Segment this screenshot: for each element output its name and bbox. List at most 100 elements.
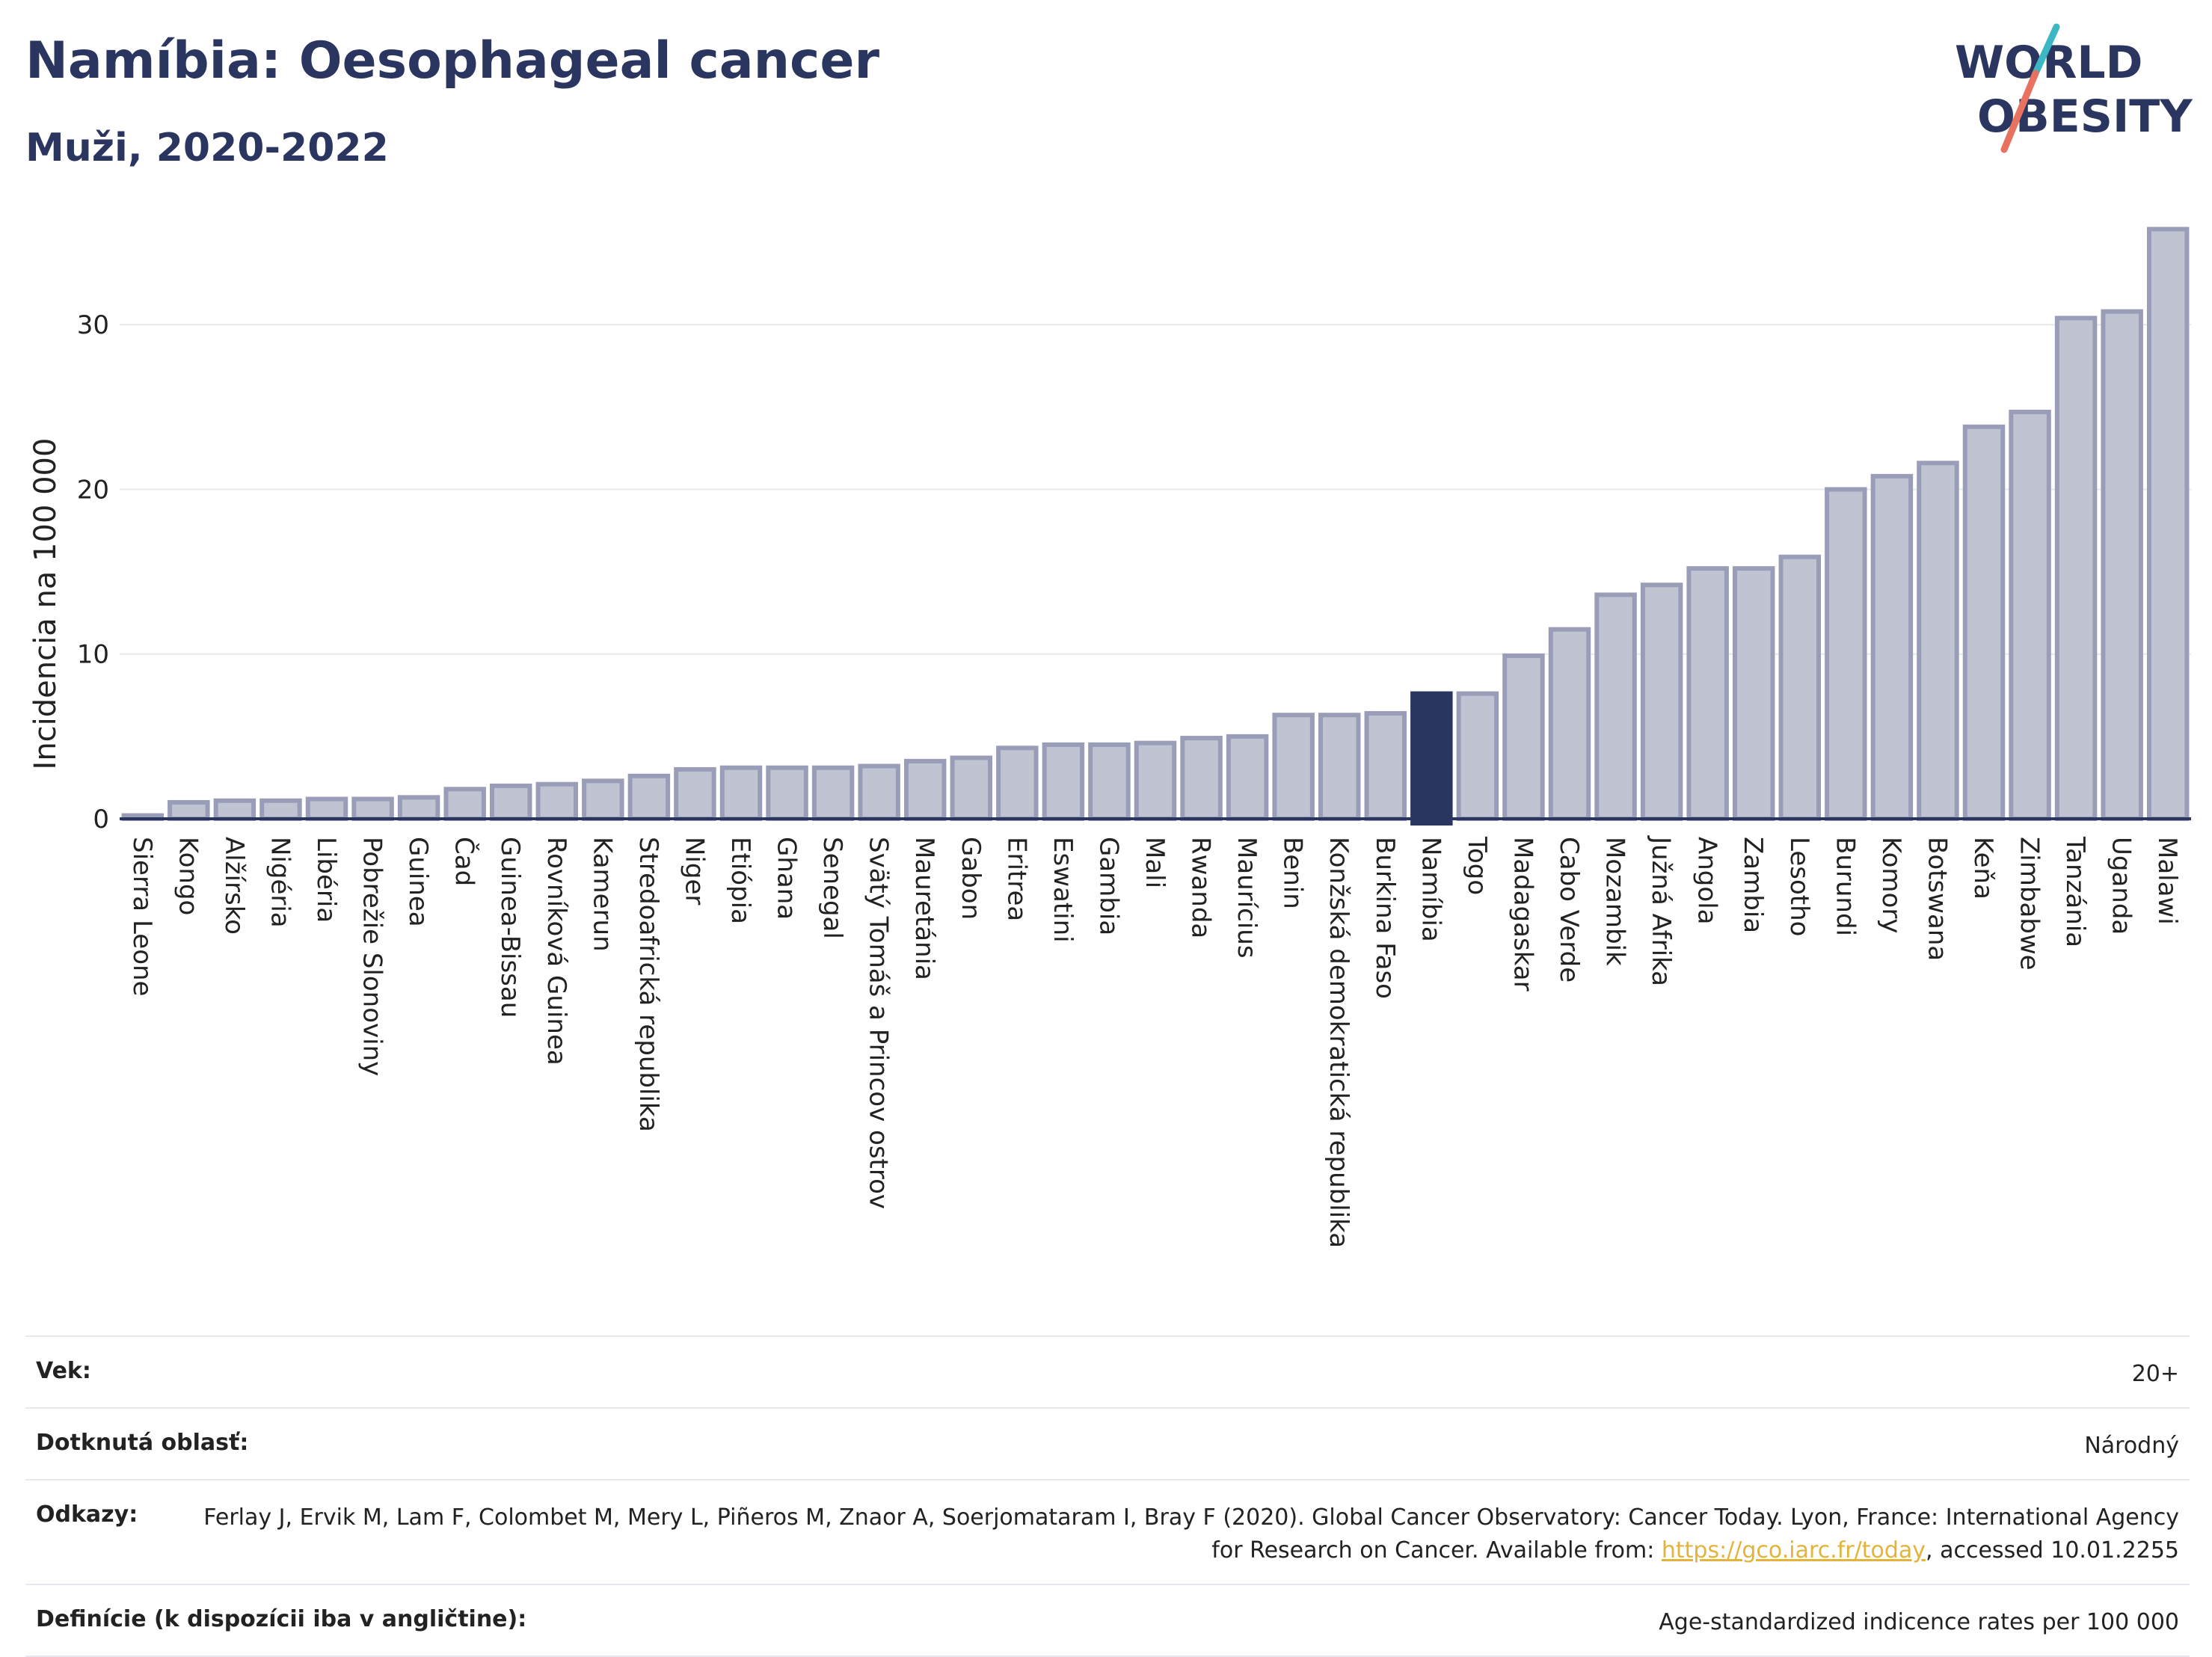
x-tick-label: Zambia	[1738, 837, 1768, 933]
x-tick-label: Angola	[1692, 837, 1722, 924]
bar-21	[1088, 742, 1131, 821]
x-tick-label: Rovníková Guinea	[541, 837, 571, 1066]
x-tick-label: Gambia	[1093, 837, 1123, 935]
x-tick-label: Alžírsko	[219, 837, 249, 935]
x-tick-label: Namíbia	[1416, 837, 1446, 942]
x-tick-label: Malawi	[2152, 837, 2182, 925]
bar-27	[1364, 711, 1407, 822]
references-link[interactable]: https://gco.iarc.fr/today	[1661, 1537, 1926, 1564]
bar-34	[1686, 566, 1729, 822]
x-tick-label: Burkina Faso	[1370, 837, 1400, 999]
bar-24	[1226, 734, 1269, 821]
world-obesity-logo: WORLD OBESITY	[1955, 23, 2193, 153]
bar-38	[1870, 473, 1914, 821]
bar-16	[858, 763, 900, 822]
y-tick-label: 20	[77, 475, 109, 505]
bar-33	[1640, 582, 1683, 821]
x-tick-label: Guinea	[403, 837, 433, 927]
y-tick-labels: 0 10 20 30	[77, 310, 109, 834]
definitions-label: Definície (k dispozícii iba v angličtine…	[36, 1606, 527, 1632]
x-tick-label: Uganda	[2107, 837, 2136, 935]
bar-19	[996, 746, 1039, 822]
bar-8	[489, 783, 532, 821]
bar-32	[1594, 592, 1637, 821]
x-tick-label: Togo	[1462, 836, 1492, 895]
bar-43	[2101, 309, 2143, 821]
bar-25	[1272, 713, 1315, 821]
bar-15	[811, 765, 855, 821]
references-value: Ferlay J, Ervik M, Lam F, Colombet M, Me…	[168, 1501, 2179, 1567]
metadata-table: Vek: 20+ Dotknutá oblasť: Národný Odkazy…	[25, 1335, 2190, 1657]
x-tick-label: Mozambik	[1600, 837, 1630, 966]
x-tick-label: Pobrežie Slonoviny	[357, 837, 387, 1076]
x-tick-label: Benin	[1278, 837, 1308, 909]
x-tick-label: Eswatini	[1048, 837, 1078, 943]
bar-37	[1825, 487, 1867, 821]
bar-12	[674, 766, 716, 822]
x-tick-label: Keňa	[1968, 837, 1998, 900]
chart-subtitle: Muži, 2020-2022	[25, 126, 389, 170]
references-suffix: , accessed 10.01.2255	[1926, 1537, 2179, 1564]
x-tick-label: Eritrea	[1001, 837, 1031, 921]
x-tick-label: Stredoafrická republika	[633, 837, 663, 1132]
bar-20	[1042, 742, 1085, 821]
bar-35	[1732, 566, 1775, 822]
bar-4	[305, 796, 348, 822]
logo-slash-coral	[2000, 70, 2039, 153]
x-tick-label: Zimbabwe	[2015, 837, 2044, 971]
x-tick-label: Komory	[1876, 837, 1906, 933]
meta-row-references: Odkazy: Ferlay J, Ervik M, Lam F, Colomb…	[25, 1481, 2190, 1585]
bar-1	[168, 799, 210, 822]
bar-13	[719, 765, 763, 821]
x-tick-label: Kongo	[173, 837, 203, 915]
x-tick-label: Botswana	[1922, 837, 1952, 961]
age-label: Vek:	[36, 1358, 91, 1384]
x-tick-label: Tanzánia	[2060, 836, 2090, 947]
meta-row-area: Dotknutá oblasť: Národný	[25, 1409, 2190, 1481]
bar-39	[1917, 461, 1959, 821]
x-tick-label: Maurícius	[1232, 837, 1262, 959]
bar-14	[766, 765, 808, 821]
bar-5	[351, 796, 394, 822]
y-axis-label: Incidencia na 100 000	[28, 438, 63, 770]
definitions-value: Age-standardized indicence rates per 100…	[1659, 1609, 2179, 1635]
x-tick-label: Konžská demokratická republika	[1324, 837, 1354, 1248]
references-text: Ferlay J, Ervik M, Lam F, Colombet M, Me…	[203, 1504, 2179, 1564]
bar-29	[1456, 691, 1499, 822]
x-tick-label: Guinea-Bissau	[495, 837, 525, 1018]
x-tick-label: Etiópia	[725, 837, 755, 924]
bar-chart: 0 10 20 30 Sierra Leone Kongo Alžírsko Nigéria…	[28, 227, 2191, 1248]
bar-30	[1502, 653, 1545, 821]
area-value: Národný	[2084, 1433, 2179, 1459]
x-tick-label: Madagaskar	[1508, 837, 1537, 992]
x-tick-label: Libéria	[311, 837, 341, 923]
bar-2	[213, 798, 256, 821]
bar-26	[1318, 713, 1361, 821]
x-tick-label: Lesotho	[1784, 837, 1814, 936]
y-tick-label: 30	[77, 310, 109, 340]
bar-11	[627, 773, 671, 822]
y-tick-label: 0	[93, 805, 109, 834]
bar-42	[2054, 316, 2098, 822]
chart-title: Namíbia: Oesophageal cancer	[25, 31, 880, 90]
x-tick-label: Gabon	[956, 837, 986, 920]
age-value: 20+	[2131, 1361, 2179, 1387]
x-tick-label: Mali	[1140, 837, 1170, 888]
bar-18	[950, 755, 993, 821]
bar-40	[1962, 424, 2006, 821]
x-tick-label: Sierra Leone	[127, 837, 157, 996]
bar-6	[397, 795, 440, 822]
x-tick-label: Rwanda	[1186, 837, 1216, 938]
bar-23	[1180, 736, 1223, 821]
bar-36	[1778, 554, 1822, 821]
x-tick-label: Nigéria	[265, 837, 295, 928]
x-tick-label: Cabo Verde	[1554, 837, 1584, 983]
x-tick-label: Niger	[679, 837, 709, 905]
bar-10	[582, 778, 624, 822]
bar-22	[1134, 740, 1177, 821]
bars	[121, 227, 2190, 826]
x-tick-label: Senegal	[817, 837, 847, 939]
bar-17	[903, 758, 947, 821]
x-tick-labels: Sierra Leone Kongo Alžírsko Nigéria Libéria P…	[127, 835, 2182, 1248]
logo-slash-teal	[2032, 23, 2060, 77]
